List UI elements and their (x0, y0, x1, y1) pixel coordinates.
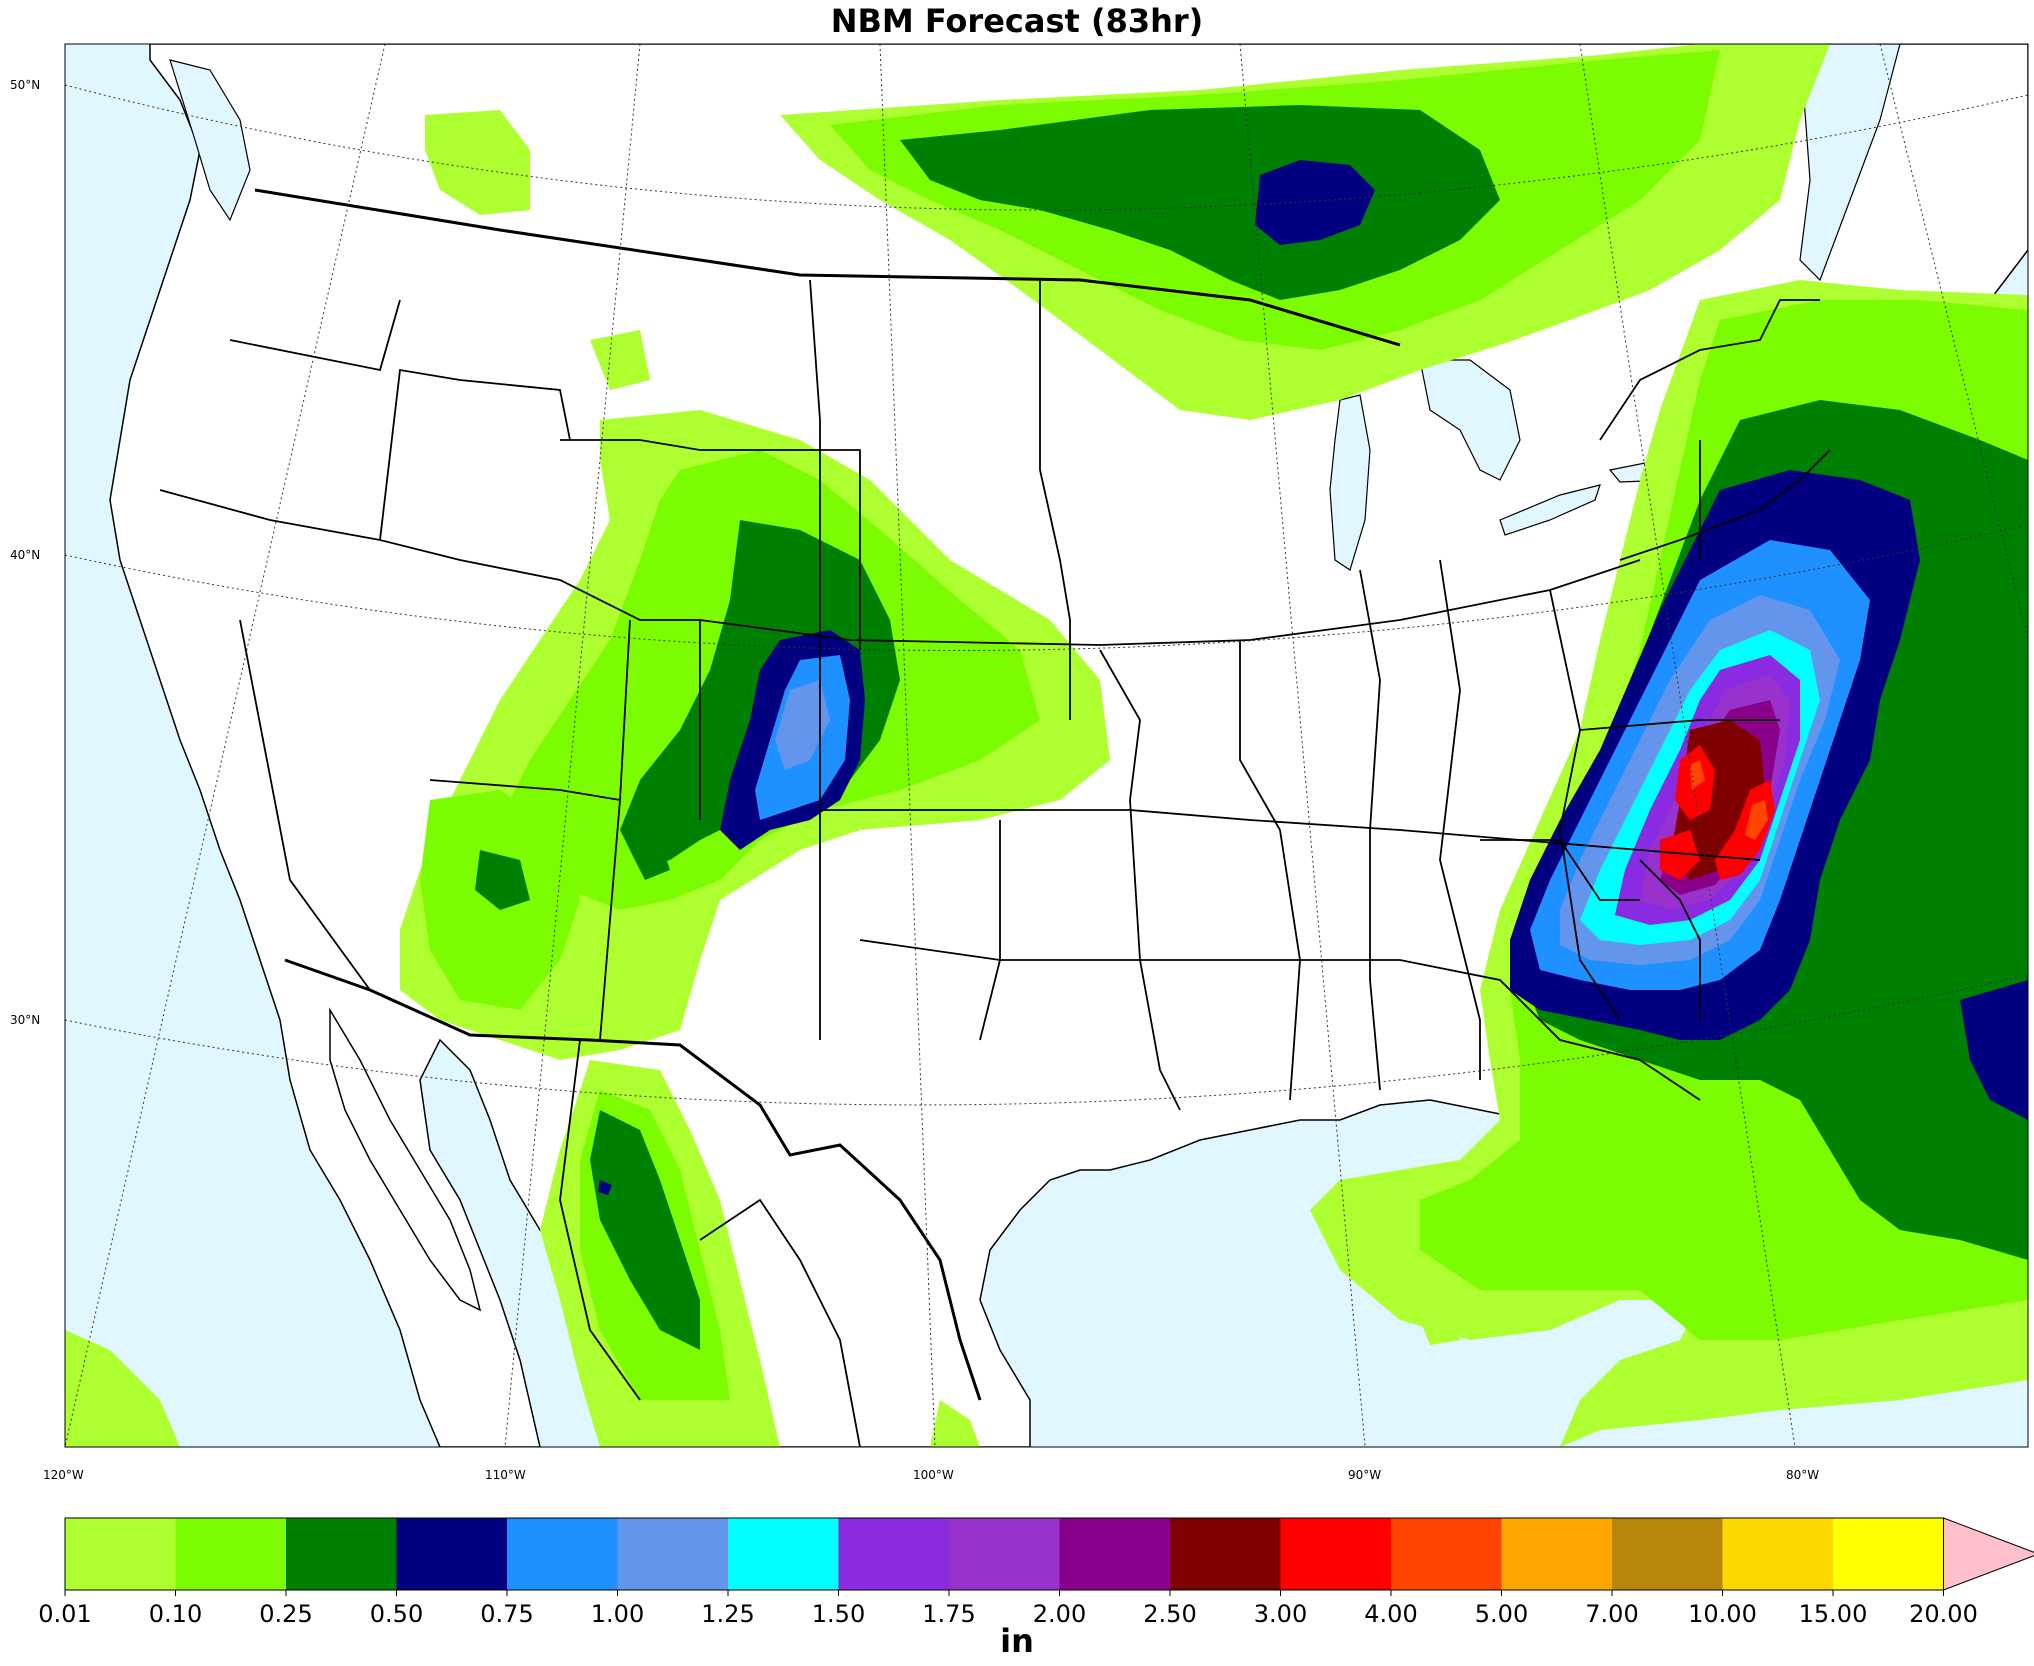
baja (329, 1007, 482, 1312)
lon-label-110w: 110°W (485, 1468, 526, 1482)
colorbar-swatch (1722, 1518, 1834, 1590)
lat-label-30: 30°N (10, 1013, 41, 1027)
colorbar-swatch (396, 1518, 508, 1590)
lon-label-100w: 100°W (913, 1468, 954, 1482)
lon-label-80w: 80°W (1786, 1468, 1820, 1482)
lat-label-50: 50°N (10, 78, 41, 92)
lat-label-40: 40°N (10, 548, 41, 562)
lake-huron (1419, 359, 1521, 481)
colorbar-swatch (1391, 1518, 1502, 1590)
colorbar-swatch (1280, 1518, 1392, 1590)
colorbar-units: in (1000, 1622, 1034, 1660)
lon-label-90w: 90°W (1348, 1468, 1382, 1482)
colorbar-swatch (1501, 1518, 1613, 1590)
colorbar-swatch (1612, 1518, 1723, 1590)
colorbar-swatch (65, 1518, 176, 1590)
colorbar-swatch (507, 1518, 618, 1590)
colorbar-frame (64, 1517, 1944, 1591)
colorbar-extend-arrow (1943, 1517, 2034, 1591)
precip-map (64, 43, 2029, 1448)
colorbar-swatch (838, 1518, 950, 1590)
colorbar-swatch (728, 1518, 839, 1590)
lake-erie (1499, 484, 1601, 536)
colorbar-swatch (1170, 1518, 1281, 1590)
colorbar-swatch (949, 1518, 1060, 1590)
colorbar-swatch (1833, 1518, 1944, 1590)
colorbar-swatch (1059, 1518, 1171, 1590)
borders (159, 188, 1831, 1447)
map-title: NBM Forecast (83hr) (830, 2, 1204, 40)
lake-michigan (1329, 394, 1371, 571)
colorbar-swatch (617, 1518, 729, 1590)
lon-label-120w: 120°W (43, 1468, 84, 1482)
precip-layer-4.00 (1690, 760, 1768, 840)
gulf-st-lawrence (1799, 44, 1901, 282)
colorbar-swatch (175, 1518, 287, 1590)
map-frame (64, 43, 2029, 1448)
graticule (65, 44, 2028, 1447)
colorbar-swatch (286, 1518, 397, 1590)
puget-waters (169, 59, 251, 222)
